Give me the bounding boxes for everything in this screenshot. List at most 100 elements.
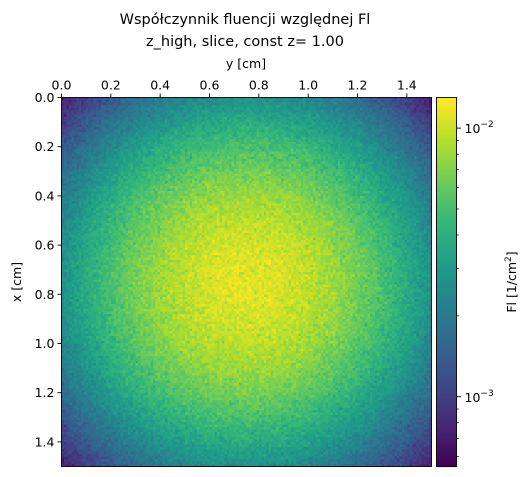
colorbar-segment — [436, 294, 457, 298]
y-tick-label: 0.0 — [35, 90, 55, 105]
chart-title-line1: Współczynnik fluencji względnej Fl — [120, 12, 371, 28]
colorbar-segment — [436, 361, 457, 366]
colorbar-segment — [436, 463, 457, 468]
y-axis-label: x [cm] — [9, 262, 24, 302]
colorbar-segment — [436, 159, 457, 163]
y-tick-label: 1.2 — [35, 385, 55, 400]
colorbar-segment — [436, 217, 457, 222]
colorbar-segment — [436, 245, 457, 249]
colorbar-segment — [436, 186, 457, 191]
x-tick-label: 1.2 — [348, 78, 368, 93]
colorbar-segment — [436, 260, 457, 265]
colorbar-segment — [436, 131, 457, 135]
colorbar-segment — [436, 334, 457, 338]
colorbar-segment — [436, 248, 457, 252]
x-tick-label: 0.2 — [101, 78, 121, 93]
colorbar-segment — [436, 432, 457, 437]
y-tick-label: 1.4 — [35, 434, 55, 449]
colorbar-segment — [436, 426, 457, 431]
chart-title-line2: z_high, slice, const z= 1.00 — [146, 34, 344, 50]
heatmap — [61, 97, 432, 467]
colorbar-segment — [436, 328, 457, 332]
colorbar-segment — [436, 321, 457, 326]
colorbar-segment — [436, 272, 457, 277]
colorbar-segment — [436, 106, 457, 111]
colorbar-segment — [436, 282, 457, 286]
colorbar-segment — [436, 180, 457, 185]
colorbar — [436, 97, 457, 468]
colorbar-segment — [436, 457, 457, 461]
colorbar-segment — [436, 435, 457, 440]
colorbar-segment — [436, 340, 457, 345]
colorbar-segment — [436, 444, 457, 449]
colorbar-segment — [436, 420, 457, 425]
colorbar-segment — [436, 242, 457, 246]
plot-frame — [61, 97, 432, 467]
colorbar-segment — [436, 414, 457, 418]
colorbar-segment — [436, 97, 457, 102]
colorbar-segment — [436, 368, 457, 372]
y-axis-ticks: 0.0 0.2 0.4 0.6 0.8 1.0 1.2 1.4 — [35, 90, 62, 449]
colorbar-segment — [436, 429, 457, 434]
colorbar-segment — [436, 358, 457, 363]
colorbar-label: Fl [1/cm2] — [504, 251, 519, 312]
colorbar-segment — [436, 395, 457, 400]
colorbar-frame — [436, 97, 457, 467]
colorbar-segment — [436, 208, 457, 212]
y-tick-label: 0.4 — [35, 188, 55, 203]
heatmap-image — [61, 97, 432, 467]
colorbar-segment — [436, 417, 457, 421]
colorbar-segment — [436, 386, 457, 391]
x-tick-label: 1.0 — [298, 78, 318, 93]
colorbar-segment — [436, 103, 457, 108]
colorbar-segment — [436, 238, 457, 243]
colorbar-tick-label: 10−3 — [465, 389, 494, 405]
colorbar-segment — [436, 229, 457, 234]
colorbar-segment — [436, 408, 457, 412]
colorbar-segment — [436, 177, 457, 182]
colorbar-segment — [436, 285, 457, 289]
colorbar-segment — [436, 300, 457, 305]
colorbar-segment — [436, 398, 457, 403]
colorbar-segment — [436, 309, 457, 314]
colorbar-segment — [436, 337, 457, 342]
colorbar-segment — [436, 115, 457, 120]
colorbar-segment — [436, 355, 457, 360]
x-axis-label: y [cm] — [226, 56, 266, 71]
colorbar-segment — [436, 137, 457, 142]
colorbar-segment — [436, 411, 457, 415]
colorbar-segment — [436, 152, 457, 157]
colorbar-segment — [436, 128, 457, 132]
colorbar-segment — [436, 441, 457, 446]
colorbar-label-end: ] — [504, 251, 519, 256]
colorbar-segment — [436, 278, 457, 283]
colorbar-segment — [436, 122, 457, 126]
colorbar-segment — [436, 155, 457, 160]
colorbar-segment — [436, 168, 457, 172]
colorbar-segment — [436, 223, 457, 228]
colorbar-segment — [436, 306, 457, 311]
colorbar-segment — [436, 174, 457, 179]
colorbar-segment — [436, 112, 457, 117]
colorbar-segment — [436, 405, 457, 409]
colorbar-segment — [436, 149, 457, 154]
colorbar-segment — [436, 165, 457, 169]
x-tick-label: 0.6 — [200, 78, 220, 93]
y-tick-label: 0.2 — [35, 139, 55, 154]
colorbar-segment — [436, 257, 457, 262]
colorbar-segment — [436, 211, 457, 215]
x-tick-label: 0.8 — [249, 78, 269, 93]
colorbar-segment — [436, 303, 457, 308]
colorbar-segment — [436, 454, 457, 458]
colorbar-segment — [436, 263, 457, 268]
colorbar-segment — [436, 380, 457, 385]
colorbar-label-sup: 2 — [504, 256, 514, 262]
colorbar-segment — [436, 134, 457, 139]
colorbar-segment — [436, 423, 457, 428]
y-tick-label: 0.8 — [35, 287, 55, 302]
colorbar-segment — [436, 288, 457, 292]
colorbar-segment — [436, 119, 457, 123]
x-tick-label: 0.0 — [52, 78, 72, 93]
colorbar-segment — [436, 451, 457, 455]
colorbar-tick-label: 10−2 — [465, 120, 494, 136]
